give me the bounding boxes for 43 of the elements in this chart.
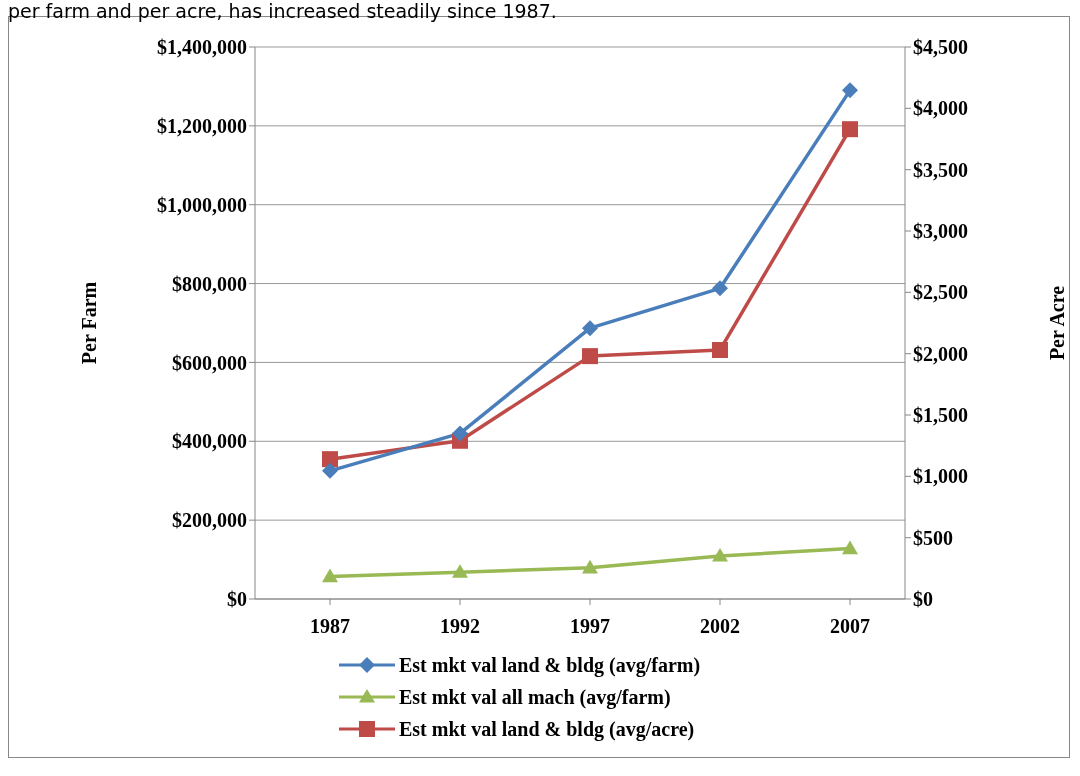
point <box>842 540 858 555</box>
point <box>712 548 728 562</box>
y2-tick-label: $4,000 <box>913 97 968 120</box>
y2-tick-label: $2,000 <box>913 342 968 365</box>
point <box>452 564 468 578</box>
y2-tick-label: $3,500 <box>913 158 968 181</box>
y-tick-label: $200,000 <box>172 509 247 532</box>
point <box>322 451 338 468</box>
y2-tick-label: $2,500 <box>913 281 968 304</box>
point <box>582 348 598 365</box>
y-tick-label: $0 <box>227 588 247 611</box>
y2-axis-title: Per Acre <box>1046 285 1069 361</box>
point <box>452 425 468 442</box>
point <box>322 462 338 479</box>
x-tick-label: 2007 <box>830 615 870 638</box>
point <box>582 559 598 574</box>
legend-label: Est mkt val land & bldg (avg/farm) <box>399 653 701 677</box>
y-tick-label: $400,000 <box>172 430 247 453</box>
legend-label: Est mkt val all mach (avg/farm) <box>399 685 671 709</box>
x-tick-label: 2002 <box>700 615 740 638</box>
y2-tick-label: $500 <box>913 526 953 549</box>
y2-tick-label: $1,000 <box>913 465 968 488</box>
y-axis-title: Per Farm <box>78 281 101 365</box>
y2-tick-label: $4,500 <box>913 36 968 59</box>
text: per farm and per acre, has increased steadily since 1987. <box>8 0 558 22</box>
y-tick-label: $1,400,000 <box>157 36 247 59</box>
point <box>712 280 728 297</box>
y2-tick-label: $0 <box>913 588 933 611</box>
x-tick-label: 1997 <box>570 615 610 638</box>
point <box>712 341 728 358</box>
y-tick-label: $1,000,000 <box>157 193 247 216</box>
x-tick-label: 1992 <box>440 615 480 638</box>
y-tick-label: $800,000 <box>172 272 247 295</box>
y-tick-label: $600,000 <box>172 351 247 374</box>
y2-tick-label: $1,500 <box>913 404 968 427</box>
point <box>582 320 598 337</box>
x-tick-label: 1987 <box>310 615 350 638</box>
legend-label: Est mkt val land & bldg (avg/acre) <box>399 717 695 741</box>
y2-tick-label: $3,000 <box>913 220 968 243</box>
y-tick-label: $1,200,000 <box>157 114 247 137</box>
point <box>842 82 858 99</box>
point <box>842 121 858 138</box>
point <box>322 568 338 583</box>
